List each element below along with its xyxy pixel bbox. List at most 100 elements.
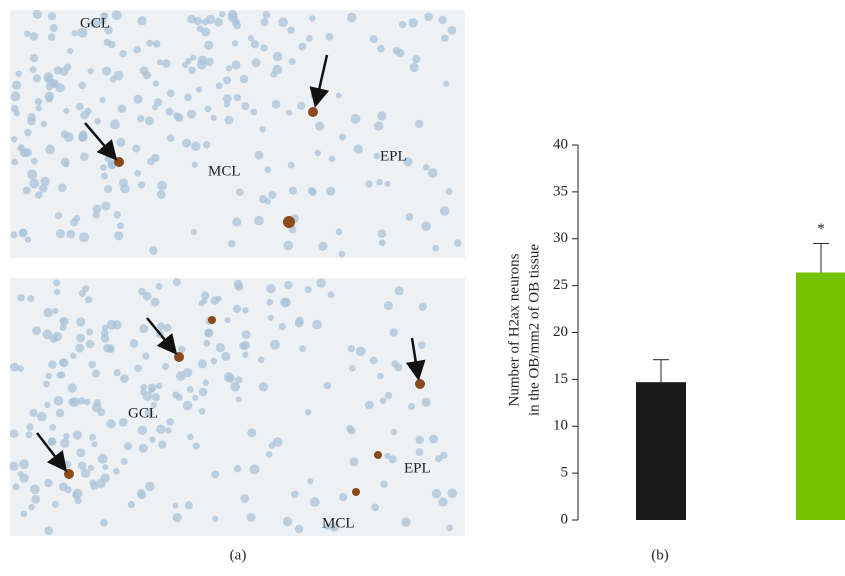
nucleus: [17, 365, 24, 373]
nucleus: [101, 66, 112, 76]
layer-label: GCL: [80, 15, 110, 31]
nucleus: [137, 115, 145, 123]
nucleus: [215, 343, 225, 353]
nucleus: [329, 522, 339, 532]
nucleus: [133, 94, 143, 104]
nucleus: [68, 397, 78, 407]
nucleus: [44, 526, 54, 536]
bar: [796, 272, 845, 520]
nucleus: [288, 58, 296, 66]
nucleus: [196, 25, 204, 33]
nucleus: [17, 144, 25, 152]
nucleus: [190, 228, 197, 235]
nucleus: [120, 457, 128, 465]
nucleus: [36, 411, 47, 422]
nucleus: [139, 324, 149, 334]
nucleus: [57, 183, 67, 193]
y-tick-label: 40: [553, 136, 568, 152]
nucleus: [282, 516, 293, 527]
nucleus: [349, 457, 359, 467]
nucleus: [325, 32, 334, 41]
nucleus: [12, 483, 20, 491]
nucleus: [184, 93, 192, 102]
y-tick-label: 25: [553, 277, 568, 293]
nucleus: [149, 246, 158, 255]
nucleus: [66, 229, 76, 239]
nucleus: [421, 221, 431, 232]
nucleus: [150, 401, 157, 409]
nucleus: [24, 128, 32, 137]
nucleus: [103, 344, 112, 353]
nucleus: [70, 352, 77, 359]
nucleus: [219, 11, 226, 18]
nucleus: [27, 169, 38, 180]
nucleus: [12, 80, 22, 90]
nucleus: [254, 150, 264, 160]
nucleus: [48, 360, 57, 369]
nucleus: [415, 448, 424, 456]
nucleus: [307, 478, 314, 485]
nucleus: [60, 157, 70, 167]
nucleus: [197, 359, 208, 369]
nucleus: [67, 383, 77, 393]
nucleus: [19, 228, 27, 236]
nucleus: [232, 217, 242, 227]
nucleus: [204, 105, 212, 113]
bar: [636, 382, 686, 520]
nucleus: [215, 82, 223, 90]
nucleus: [10, 136, 18, 143]
nucleus: [89, 433, 96, 441]
nucleus: [43, 71, 54, 82]
nucleus: [247, 428, 257, 438]
nucleus: [297, 101, 306, 110]
nucleus: [384, 452, 391, 459]
nucleus: [224, 317, 231, 324]
y-tick-label: 20: [553, 324, 568, 340]
nucleus: [257, 356, 265, 364]
nucleus: [11, 158, 19, 166]
nucleus: [304, 285, 312, 294]
nucleus: [104, 184, 113, 194]
nucleus: [118, 178, 128, 188]
nucleus: [70, 218, 79, 227]
nucleus: [137, 181, 146, 189]
nucleus: [101, 201, 111, 211]
nucleus: [264, 198, 271, 205]
nucleus: [315, 121, 325, 131]
nucleus: [186, 109, 197, 119]
layer-label: MCL: [322, 515, 355, 531]
nucleus: [97, 408, 106, 417]
nucleus: [234, 376, 243, 384]
nucleus: [192, 442, 200, 450]
nucleus: [133, 45, 142, 54]
nucleus: [71, 30, 78, 37]
nucleus: [100, 473, 110, 483]
nucleus: [306, 35, 313, 42]
nucleus: [144, 408, 154, 418]
nucleus: [408, 403, 416, 411]
nucleus: [53, 66, 63, 75]
nucleus: [77, 461, 87, 470]
nucleus: [27, 113, 36, 122]
nucleus: [83, 398, 91, 406]
nucleus: [113, 369, 121, 377]
nucleus: [278, 323, 286, 331]
nucleus: [369, 35, 378, 44]
nucleus: [101, 12, 109, 20]
nucleus: [63, 63, 72, 71]
nucleus: [78, 397, 86, 405]
nucleus: [339, 493, 348, 502]
nucleus: [335, 228, 343, 236]
significance-marker: *: [817, 221, 825, 237]
nucleus: [155, 382, 163, 390]
nucleus: [51, 500, 59, 508]
nucleus: [90, 18, 100, 29]
nucleus: [150, 297, 160, 307]
nucleus: [120, 374, 129, 383]
nucleus: [76, 448, 86, 458]
nucleus: [119, 49, 127, 58]
nucleus: [309, 15, 316, 22]
nucleus: [262, 10, 271, 19]
nucleus: [214, 17, 223, 27]
nucleus: [53, 395, 64, 406]
